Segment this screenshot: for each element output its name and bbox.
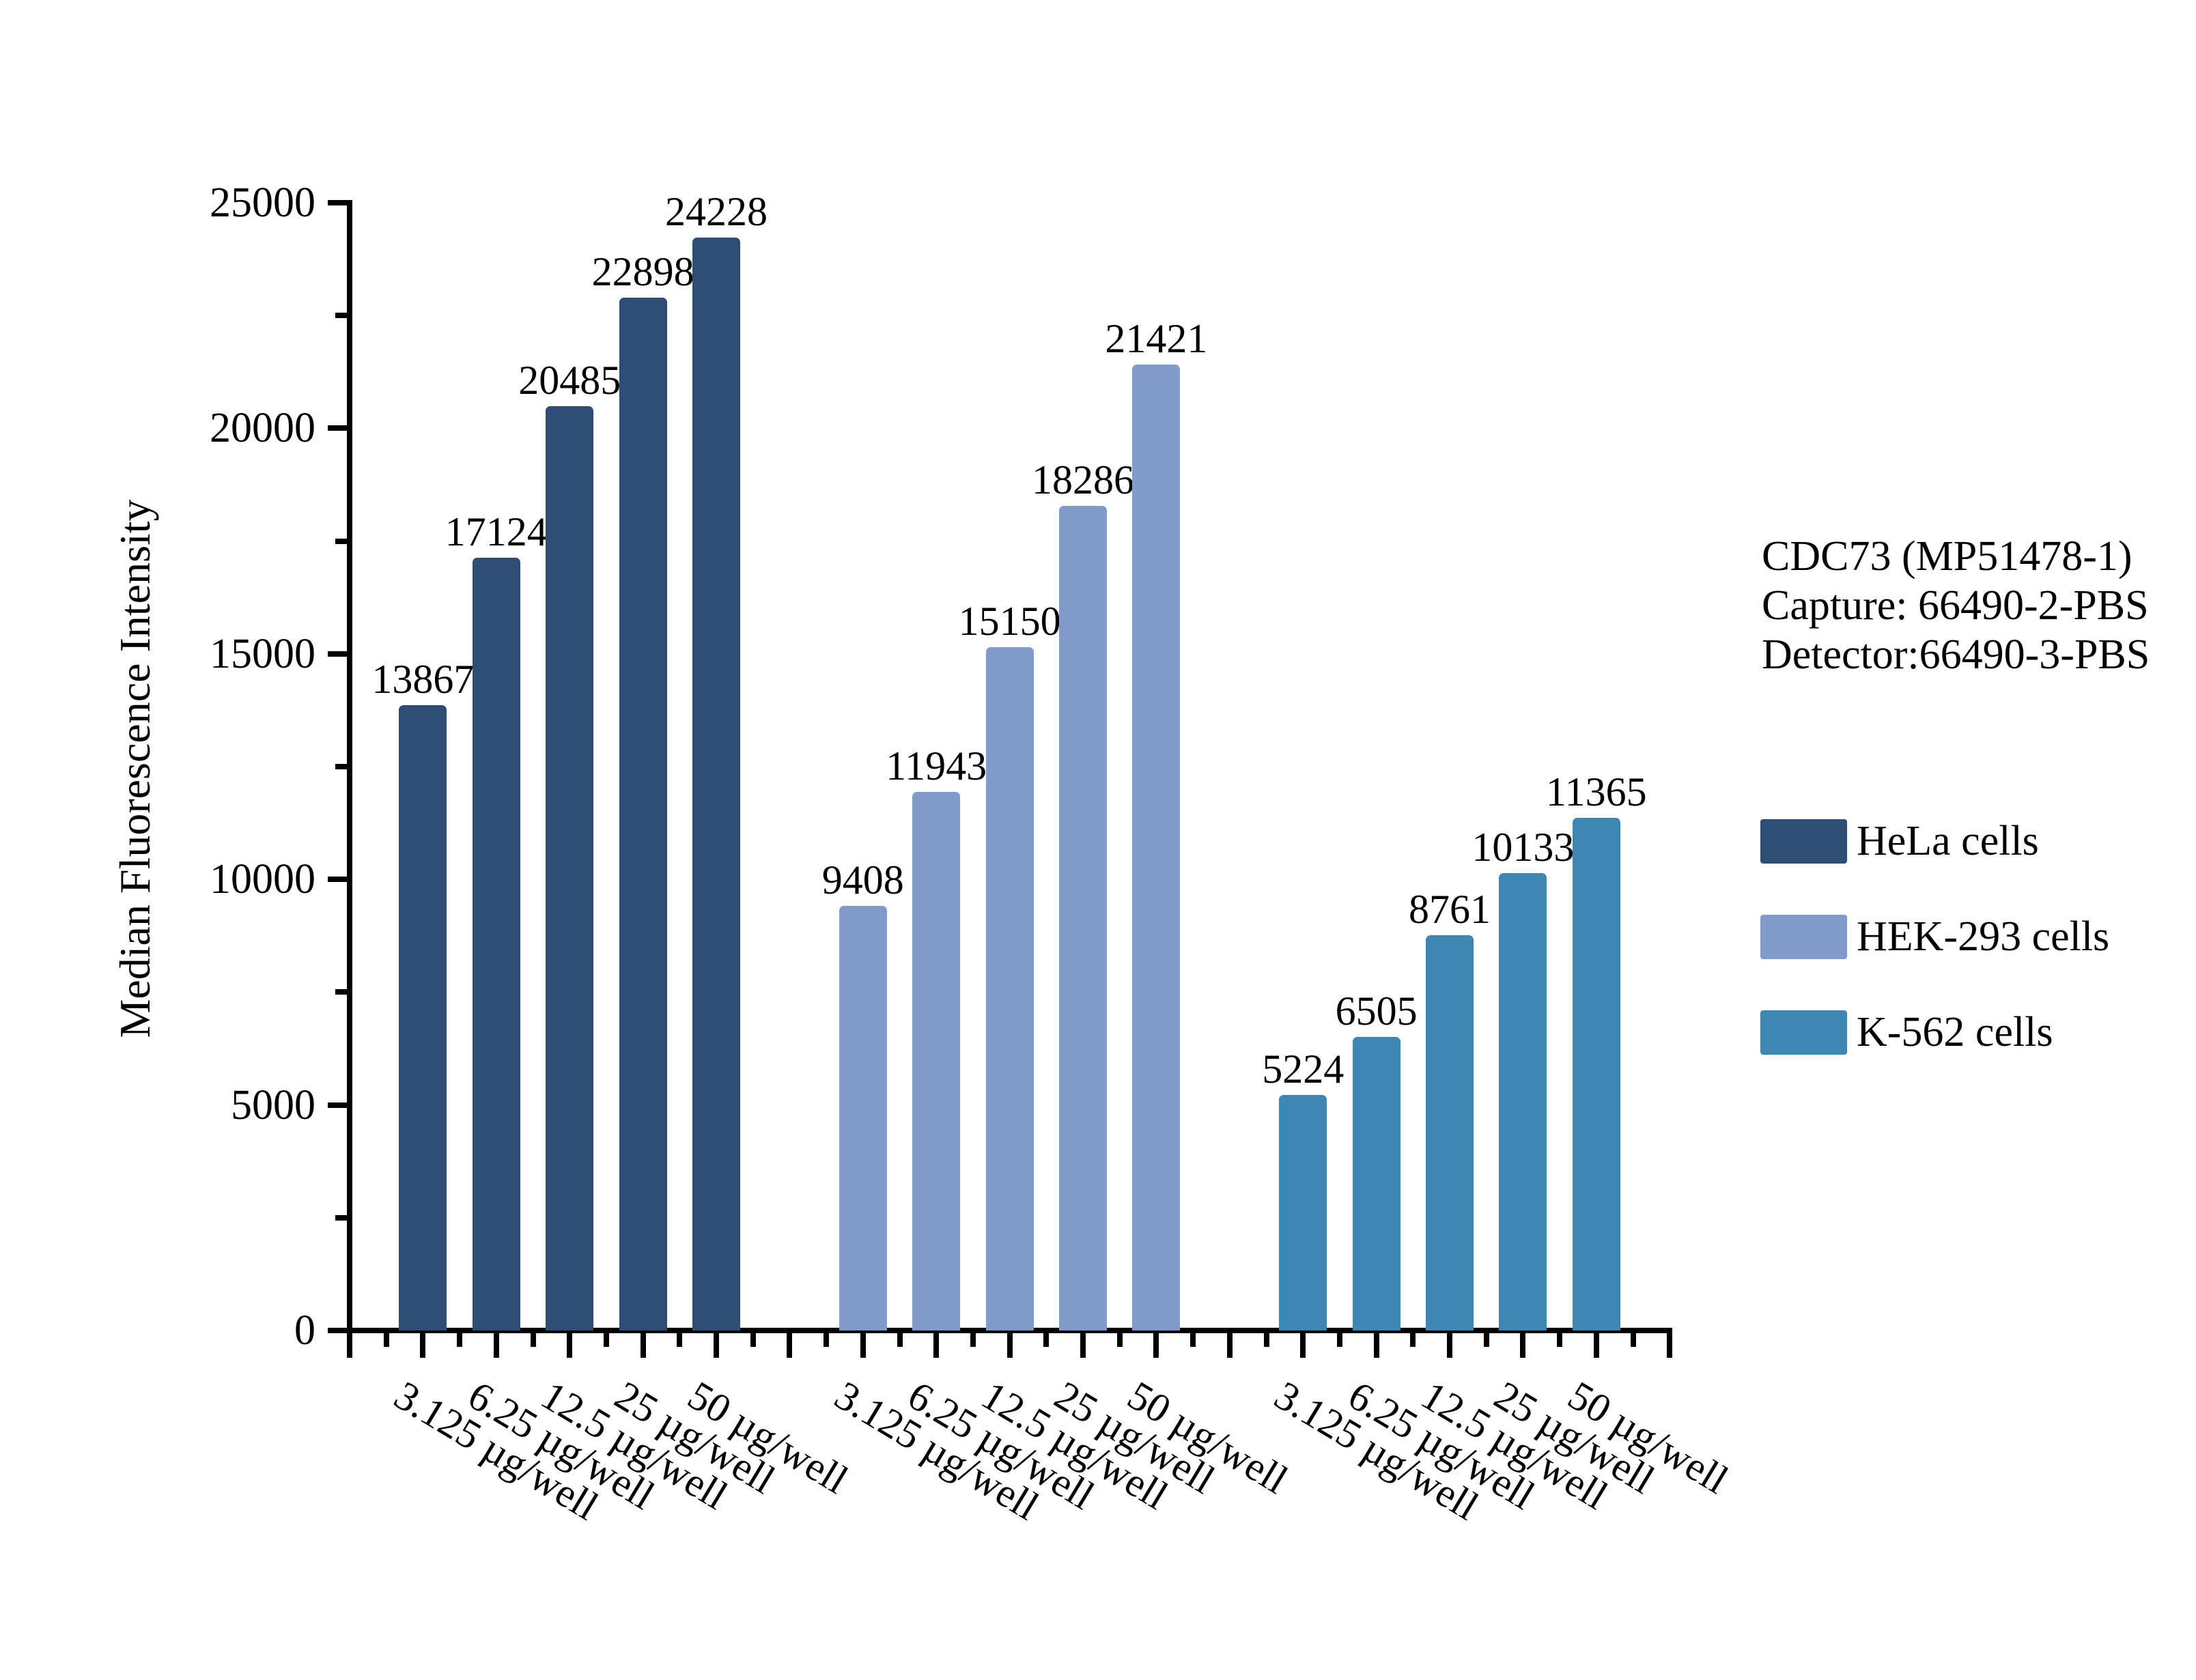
bar-value-label: 18286	[1032, 457, 1134, 502]
y-tick-label: 10000	[210, 856, 315, 903]
legend-swatch-k-562-cells	[1760, 1010, 1847, 1055]
x-tick-major	[493, 1333, 499, 1358]
y-tick-label: 15000	[210, 630, 315, 677]
x-tick-minor	[1116, 1333, 1123, 1347]
bar-hela-cells-1	[472, 558, 520, 1330]
legend-swatch-hela-cells	[1760, 819, 1847, 864]
x-tick-major	[714, 1333, 719, 1358]
bar-k-562-cells-2	[1426, 935, 1474, 1330]
bar-value-label: 17124	[445, 509, 548, 555]
x-tick-minor	[750, 1333, 756, 1347]
x-tick-major	[1667, 1333, 1673, 1358]
x-tick-minor	[1483, 1333, 1489, 1347]
bar-hek-293-cells-3	[1059, 505, 1107, 1330]
bar-value-label: 8761	[1409, 887, 1491, 932]
bar-k-562-cells-3	[1499, 873, 1547, 1330]
y-tick-label: 5000	[231, 1081, 315, 1128]
bar-hek-293-cells-4	[1132, 364, 1181, 1330]
bar-value-label: 15150	[958, 598, 1061, 644]
bar-value-label: 21421	[1105, 315, 1208, 361]
bar-value-label: 22898	[591, 248, 694, 294]
x-axis-line	[347, 1328, 1673, 1333]
bar-value-label: 11365	[1545, 769, 1647, 814]
bar-k-562-cells-4	[1572, 818, 1620, 1330]
y-axis-title: Median Fluorescence Intensity	[111, 499, 159, 1038]
y-tick-label: 25000	[210, 180, 315, 226]
bar-hek-293-cells-1	[912, 791, 961, 1330]
x-tick-major	[933, 1333, 940, 1358]
x-tick-major	[1153, 1333, 1159, 1358]
x-tick-major	[1080, 1333, 1086, 1358]
bar-value-label: 10133	[1472, 825, 1575, 870]
x-tick-major	[860, 1333, 866, 1358]
bar-value-label: 6505	[1335, 988, 1418, 1034]
x-tick-major	[1300, 1333, 1306, 1358]
x-tick-minor	[1630, 1333, 1636, 1347]
x-tick-major	[787, 1333, 793, 1358]
y-tick-major	[328, 1328, 347, 1333]
x-tick-major	[1006, 1333, 1013, 1358]
x-tick-minor	[970, 1333, 976, 1347]
x-tick-minor	[603, 1333, 609, 1347]
y-tick-major	[328, 651, 347, 657]
bar-hek-293-cells-0	[839, 906, 887, 1330]
annotation-line-2: Detector:66490-3-PBS	[1762, 631, 2150, 678]
bar-hela-cells-3	[619, 297, 667, 1330]
y-tick-minor	[335, 313, 347, 319]
x-tick-minor	[530, 1333, 536, 1347]
y-tick-minor	[335, 764, 347, 769]
x-tick-major	[1593, 1333, 1599, 1358]
y-tick-major	[328, 877, 347, 883]
x-tick-major	[347, 1333, 352, 1358]
x-tick-major	[1447, 1333, 1452, 1358]
bar-value-label: 13867	[371, 656, 475, 702]
x-tick-minor	[1043, 1333, 1050, 1347]
x-tick-major	[420, 1333, 426, 1358]
y-tick-major	[328, 425, 347, 431]
y-tick-major	[328, 1102, 347, 1108]
y-tick-minor	[335, 1214, 347, 1221]
x-tick-minor	[1410, 1333, 1416, 1347]
x-tick-minor	[1263, 1333, 1269, 1347]
bar-k-562-cells-1	[1352, 1037, 1400, 1330]
x-tick-major	[640, 1333, 646, 1358]
bar-value-label: 9408	[821, 857, 904, 903]
y-tick-label: 20000	[210, 405, 315, 452]
annotation-line-1: Capture: 66490-2-PBS	[1762, 582, 2149, 629]
x-tick-major	[1520, 1333, 1526, 1358]
bar-hek-293-cells-2	[985, 646, 1034, 1330]
bar-hela-cells-0	[399, 704, 447, 1330]
bar-value-label: 20485	[518, 358, 621, 403]
x-tick-major	[567, 1333, 573, 1358]
legend-swatch-hek-293-cells	[1760, 915, 1847, 959]
x-tick-minor	[677, 1333, 683, 1347]
bar-value-label: 24228	[665, 189, 768, 234]
bar-value-label: 5224	[1262, 1046, 1345, 1092]
x-tick-minor	[1190, 1333, 1196, 1347]
x-tick-minor	[457, 1333, 463, 1347]
x-tick-minor	[897, 1333, 903, 1347]
y-tick-major	[328, 200, 347, 205]
annotation-line-0: CDC73 (MP51478-1)	[1762, 533, 2132, 580]
y-tick-label: 0	[294, 1307, 315, 1354]
legend-label: K-562 cells	[1857, 1009, 2053, 1055]
y-tick-minor	[335, 538, 347, 544]
y-tick-minor	[335, 989, 347, 995]
x-tick-major	[1226, 1333, 1233, 1358]
x-tick-minor	[824, 1333, 830, 1347]
legend-label: HEK-293 cells	[1857, 913, 2110, 960]
x-tick-minor	[1557, 1333, 1563, 1347]
x-tick-major	[1373, 1333, 1379, 1358]
legend-label: HeLa cells	[1857, 818, 2039, 864]
x-tick-minor	[383, 1333, 389, 1347]
x-tick-minor	[1336, 1333, 1342, 1347]
bar-hela-cells-2	[546, 406, 594, 1330]
bar-hela-cells-4	[692, 238, 740, 1330]
bar-k-562-cells-0	[1279, 1094, 1327, 1330]
bar-value-label: 11943	[886, 743, 987, 788]
y-axis-line	[347, 200, 352, 1333]
